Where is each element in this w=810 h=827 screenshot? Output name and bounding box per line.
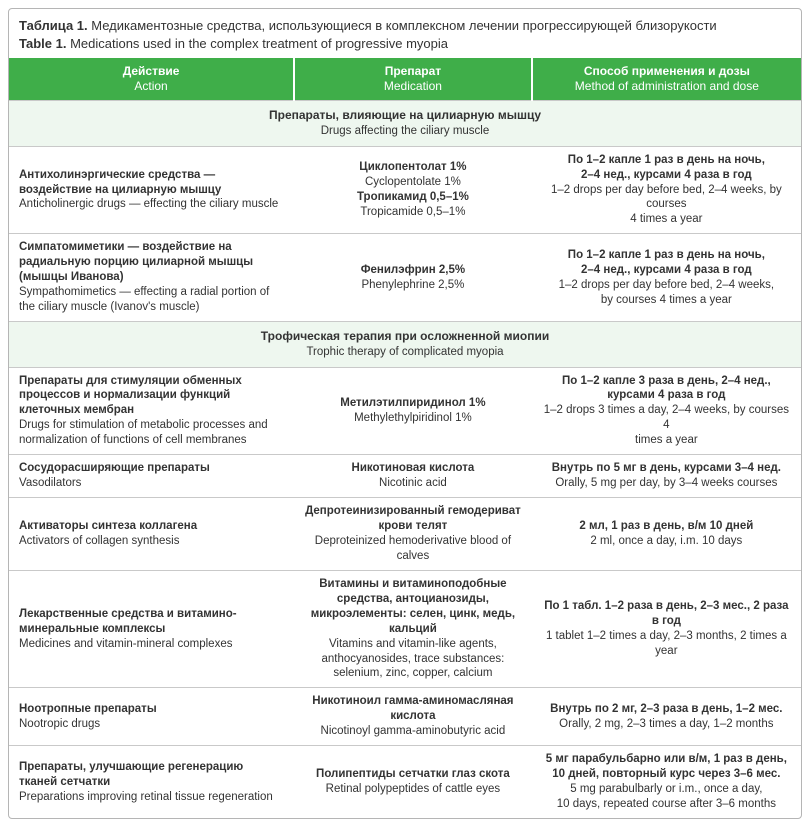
action-en: Drugs for stimulation of metabolic proce… (19, 418, 284, 448)
col-dose-ru: Способ применения и дозы (584, 64, 750, 78)
col-action-ru: Действие (123, 64, 180, 78)
med-ru: Циклопентолат 1% (304, 160, 522, 175)
dose-en: 10 days, repeated course after 3–6 month… (542, 797, 791, 812)
dose-en: 5 mg parabulbarly or i.m., once a day, (542, 782, 791, 797)
action-en: Nootropic drugs (19, 717, 284, 732)
action-ru: Сосудорасширяющие препараты (19, 461, 284, 476)
table-head: Действие Action Препарат Medication Спос… (9, 58, 801, 101)
med-en: Phenylephrine 2,5% (304, 278, 522, 293)
action-ru: Симпатомиметики — воздействие на радиаль… (19, 240, 284, 285)
dose-en: by courses 4 times a year (542, 293, 791, 308)
med-en: Nicotinoyl gamma-aminobutyric acid (304, 724, 522, 739)
medication-table: Действие Action Препарат Medication Спос… (9, 58, 801, 818)
col-dose-header: Способ применения и дозы Method of admin… (532, 58, 801, 101)
action-en: Medicines and vitamin-mineral complexes (19, 637, 284, 652)
section-ciliary: Препараты, влияющие на цилиарную мышцу D… (9, 101, 801, 147)
med-en: Vitamins and vitamin-like agents, anthoc… (304, 637, 522, 682)
action-en: Sympathomimetics — effecting a radial po… (19, 285, 284, 315)
caption-ru: Таблица 1. Медикаментозные средства, исп… (19, 17, 791, 35)
med-ru: Фенилэфрин 2,5% (304, 263, 522, 278)
dose-ru: По 1–2 капле 3 раза в день, 2–4 нед., (542, 374, 791, 389)
action-en: Vasodilators (19, 476, 284, 491)
med-ru: Никотиноил гамма-аминомасляная кислота (304, 694, 522, 724)
dose-en: Orally, 5 mg per day, by 3–4 weeks cours… (542, 476, 791, 491)
table-row: Антихолинэргические средства — воздейств… (9, 146, 801, 234)
action-ru: Препараты, улучшающие регенерацию тканей… (19, 760, 284, 790)
med-ru: Полипептиды сетчатки глаз скота (304, 767, 522, 782)
action-ru: Ноотропные препараты (19, 702, 284, 717)
med-ru: Депротеинизированный гемодериват крови т… (304, 504, 522, 534)
col-medication-header: Препарат Medication (294, 58, 532, 101)
dose-en: 1 tablet 1–2 times a day, 2–3 months, 2 … (542, 629, 791, 659)
medication-table-container: Таблица 1. Медикаментозные средства, исп… (8, 8, 802, 819)
med-en: Methylethylpiridinol 1% (304, 411, 522, 426)
dose-ru: 10 дней, повторный курс через 3–6 мес. (542, 767, 791, 782)
table-row: Препараты для стимуляции обменных процес… (9, 367, 801, 455)
col-action-header: Действие Action (9, 58, 294, 101)
section-trophic-en: Trophic therapy of complicated myopia (15, 345, 795, 360)
col-medication-ru: Препарат (385, 64, 441, 78)
med-en: Retinal polypeptides of cattle eyes (304, 782, 522, 797)
med-en: Tropicamide 0,5–1% (304, 205, 522, 220)
action-ru: Лекарственные средства и витамино-минера… (19, 607, 284, 637)
action-en: Activators of collagen synthesis (19, 534, 284, 549)
dose-en: 1–2 drops per day before bed, 2–4 weeks, (542, 278, 791, 293)
caption-ru-text: Медикаментозные средства, использующиеся… (88, 18, 717, 33)
med-en: Cyclopentolate 1% (304, 175, 522, 190)
action-ru: Препараты для стимуляции обменных процес… (19, 374, 284, 419)
caption-en-text: Medications used in the complex treatmen… (66, 36, 448, 51)
dose-en: 4 times a year (542, 212, 791, 227)
table-row: Активаторы синтеза коллагена Activators … (9, 498, 801, 571)
dose-en: Orally, 2 mg, 2–3 times a day, 1–2 month… (542, 717, 791, 732)
dose-ru: 2 мл, 1 раз в день, в/м 10 дней (542, 519, 791, 534)
med-ru: Никотиновая кислота (304, 461, 522, 476)
dose-ru: 2–4 нед., курсами 4 раза в год (542, 168, 791, 183)
table-row: Симпатомиметики — воздействие на радиаль… (9, 234, 801, 322)
col-dose-en: Method of administration and dose (539, 79, 795, 94)
med-en: Nicotinic acid (304, 476, 522, 491)
med-ru: Тропикамид 0,5–1% (304, 190, 522, 205)
table-caption: Таблица 1. Медикаментозные средства, исп… (9, 9, 801, 58)
section-ciliary-en: Drugs affecting the ciliary muscle (15, 124, 795, 139)
dose-en: 1–2 drops per day before bed, 2–4 weeks,… (542, 183, 791, 213)
caption-ru-label: Таблица 1. (19, 18, 88, 33)
col-medication-en: Medication (301, 79, 525, 94)
action-ru: Активаторы синтеза коллагена (19, 519, 284, 534)
med-en: Deproteinized hemoderivative blood of ca… (304, 534, 522, 564)
dose-ru: 5 мг парабульбарно или в/м, 1 раз в день… (542, 752, 791, 767)
action-en: Preparations improving retinal tissue re… (19, 790, 284, 805)
section-trophic: Трофическая терапия при осложненной миоп… (9, 322, 801, 368)
dose-ru: По 1–2 капле 1 раз в день на ночь, (542, 248, 791, 263)
med-ru: Метилэтилпиридинол 1% (304, 396, 522, 411)
dose-ru: Внутрь по 5 мг в день, курсами 3–4 нед. (542, 461, 791, 476)
dose-ru: курсами 4 раза в год (542, 388, 791, 403)
caption-en-label: Table 1. (19, 36, 66, 51)
action-ru: Антихолинэргические средства — воздейств… (19, 168, 284, 198)
section-ciliary-ru: Препараты, влияющие на цилиарную мышцу (269, 108, 541, 122)
table-row: Сосудорасширяющие препараты Vasodilators… (9, 455, 801, 498)
dose-ru: Внутрь по 2 мг, 2–3 раза в день, 1–2 мес… (542, 702, 791, 717)
dose-en: 1–2 drops 3 times a day, 2–4 weeks, by c… (542, 403, 791, 433)
dose-ru: По 1 табл. 1–2 раза в день, 2–3 мес., 2 … (542, 599, 791, 629)
dose-en: times a year (542, 433, 791, 448)
dose-ru: По 1–2 капле 1 раз в день на ночь, (542, 153, 791, 168)
table-row: Лекарственные средства и витамино-минера… (9, 570, 801, 688)
table-row: Ноотропные препараты Nootropic drugs Ник… (9, 688, 801, 746)
action-en: Anticholinergic drugs — effecting the ci… (19, 197, 284, 212)
section-trophic-ru: Трофическая терапия при осложненной миоп… (261, 329, 549, 343)
caption-en: Table 1. Medications used in the complex… (19, 35, 791, 53)
table-row: Препараты, улучшающие регенерацию тканей… (9, 746, 801, 818)
dose-en: 2 ml, once a day, i.m. 10 days (542, 534, 791, 549)
dose-ru: 2–4 нед., курсами 4 раза в год (542, 263, 791, 278)
col-action-en: Action (15, 79, 287, 94)
med-ru: Витамины и витаминоподобные средства, ан… (304, 577, 522, 637)
